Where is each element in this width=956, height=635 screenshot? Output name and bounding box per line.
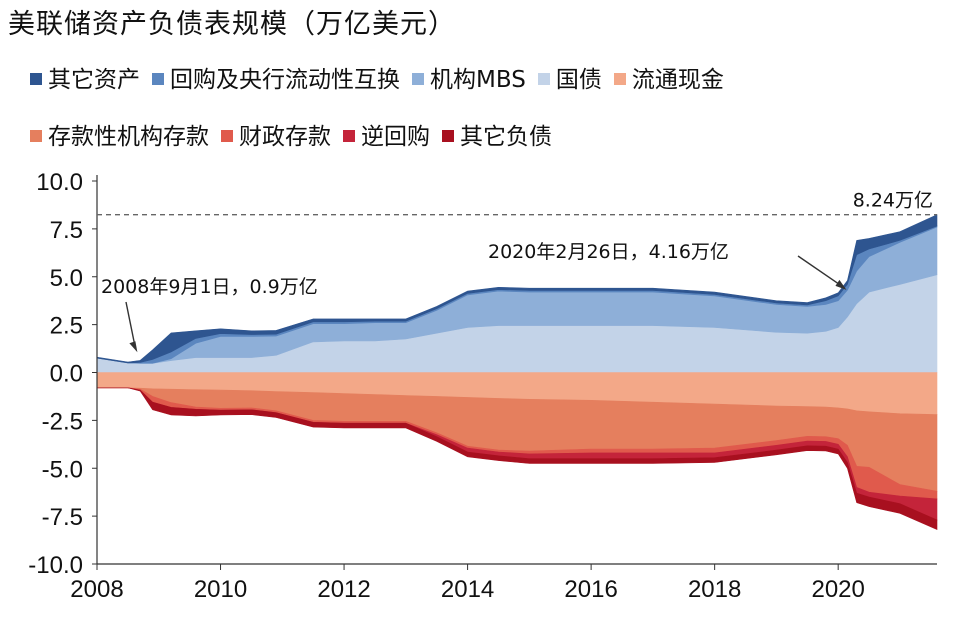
x-tick-label: 2020 <box>811 576 864 603</box>
legend-item: 回购及央行流动性互换 <box>152 60 400 94</box>
legend-row-2: 存款性机构存款 财政存款 逆回购 其它负债 <box>30 117 564 151</box>
annotation-2008: 2008年9月1日，0.9万亿 <box>101 276 318 298</box>
legend-swatch <box>537 72 550 85</box>
legend-item: 流通现金 <box>613 60 724 94</box>
legend-item: 存款性机构存款 <box>30 117 209 151</box>
y-tick-label: -5.0 <box>42 456 83 483</box>
legend-swatch <box>221 129 233 142</box>
legend-item: 财政存款 <box>221 117 331 151</box>
x-tick-label: 2008 <box>70 576 123 603</box>
y-tick-label: 10.0 <box>36 169 83 196</box>
x-tick-label: 2014 <box>441 576 494 603</box>
legend-swatch <box>442 129 454 142</box>
legend-label: 财政存款 <box>239 124 331 150</box>
legend-item: 其它资产 <box>30 60 140 94</box>
liability-area-4 <box>97 387 938 530</box>
x-tick-label: 2016 <box>564 576 617 603</box>
legend-swatch <box>412 72 424 85</box>
y-tick-label: 7.5 <box>50 217 83 244</box>
legend-label: 国债 <box>555 67 602 93</box>
legend-swatch <box>343 129 355 142</box>
y-tick-label: 5.0 <box>50 265 83 292</box>
y-tick-label: -7.5 <box>42 504 83 531</box>
legend-label: 回购及央行流动性互换 <box>170 67 400 93</box>
legend-swatch <box>30 129 42 142</box>
x-tick-label: 2010 <box>194 576 247 603</box>
legend-label: 流通现金 <box>631 67 724 93</box>
legend-label: 其它资产 <box>48 67 140 93</box>
legend-label: 逆回购 <box>361 124 430 150</box>
annotation-2020: 2020年2月26日，4.16万亿 <box>488 241 729 263</box>
annotation-arrow-2008 <box>125 301 136 344</box>
legend-swatch <box>152 72 164 85</box>
legend-item: 逆回购 <box>343 117 430 151</box>
annotation-arrowhead-2008 <box>129 341 138 353</box>
y-tick-label: 0.0 <box>50 361 83 388</box>
y-tick-label: 2.5 <box>50 313 83 340</box>
annotation-arrow-2020 <box>797 255 842 287</box>
legend-swatch <box>613 72 626 85</box>
y-tick-label: -10.0 <box>28 552 83 579</box>
legend-swatch <box>30 72 42 85</box>
annotation-arrowhead-2020 <box>835 279 847 290</box>
reference-line-label: 8.24万亿 <box>853 190 933 212</box>
legend-label: 其它负债 <box>460 124 552 150</box>
x-tick-label: 2018 <box>688 576 741 603</box>
y-tick-label: -2.5 <box>42 408 83 435</box>
legend-item: 其它负债 <box>442 117 552 151</box>
x-tick-label: 2012 <box>317 576 370 603</box>
legend-label: 机构MBS <box>430 67 526 93</box>
asset-area-3 <box>96 214 938 364</box>
legend-row-1: 其它资产 回购及央行流动性互换 机构MBS 国债 流通现金 <box>30 60 736 94</box>
chart-title: 美联储资产负债表规模（万亿美元） <box>8 9 456 40</box>
legend-item: 国债 <box>537 60 602 94</box>
legend-label: 存款性机构存款 <box>48 124 209 150</box>
legend-item: 机构MBS <box>412 60 526 94</box>
